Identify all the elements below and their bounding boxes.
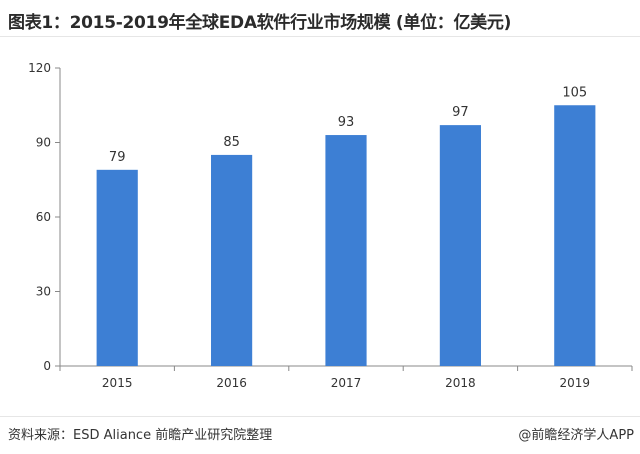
bar: [554, 105, 596, 366]
bar: [439, 125, 481, 366]
source-note: 资料来源：ESD Aliance 前瞻产业研究院整理: [8, 428, 273, 443]
title-divider: [0, 36, 640, 37]
x-tick-label: 2019: [560, 376, 591, 390]
bar-value-label: 105: [562, 85, 587, 100]
bar: [96, 169, 138, 366]
brand-text: @前瞻经济学人APP: [518, 428, 634, 443]
bar-value-label: 79: [109, 150, 126, 165]
chart-area: 0 30 60 90 120 79 2015 85 2016 93 2017 97 2018 105 201…: [0, 40, 640, 400]
x-tick-label: 2016: [216, 376, 247, 390]
x-tick-label: 2018: [445, 376, 476, 390]
y-tick-label: 90: [36, 136, 51, 150]
bar: [211, 154, 253, 366]
y-tick-label: 0: [43, 359, 51, 373]
bar-value-label: 93: [338, 115, 355, 130]
brand-credit: @前瞻经济学人APP: [518, 424, 634, 443]
x-tick-label: 2017: [331, 376, 362, 390]
y-tick-label: 60: [36, 210, 51, 224]
bar: [325, 135, 367, 366]
y-tick-label: 30: [36, 285, 51, 299]
bar-value-label: 97: [452, 105, 469, 120]
bar-value-label: 85: [223, 135, 240, 150]
chart-title: 图表1：2015-2019年全球EDA软件行业市场规模 (单位：亿美元): [8, 13, 512, 33]
x-tick-label: 2015: [102, 376, 133, 390]
footer-divider: [0, 416, 640, 417]
bar-chart: 0 30 60 90 120 79 2015 85 2016 93 2017 97 2018 105 201…: [28, 61, 633, 390]
y-tick-label: 120: [28, 61, 51, 75]
